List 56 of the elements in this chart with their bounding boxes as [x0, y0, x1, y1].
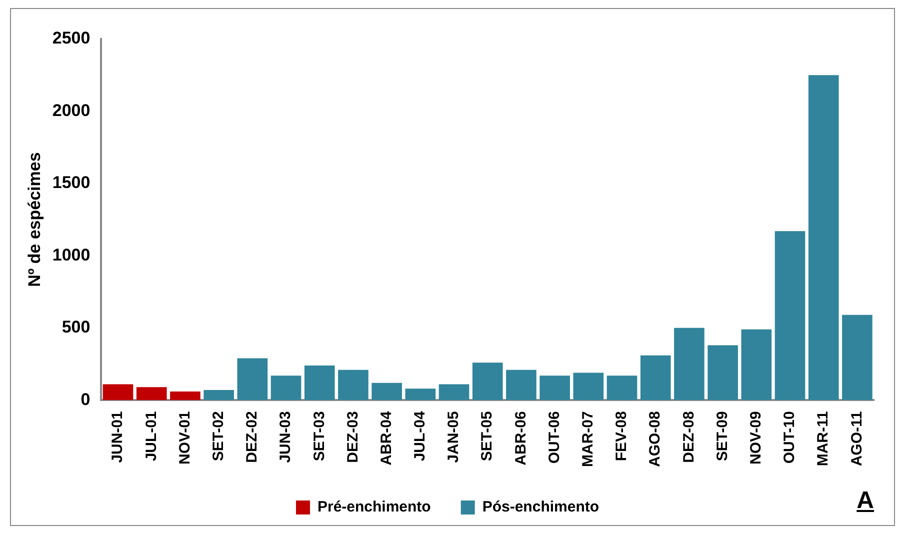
bar	[774, 231, 806, 400]
bar	[338, 370, 368, 400]
y-tick-label: 0	[80, 390, 90, 409]
x-tick-label: DEZ-03	[344, 411, 362, 463]
bar	[606, 376, 638, 400]
y-axis-title: Nº de espécimes	[24, 152, 44, 287]
x-tick-label: ABR-06	[512, 411, 530, 466]
x-tick-label: FEV-08	[613, 411, 630, 462]
bar	[304, 365, 335, 400]
x-tick-label: NOV-09	[748, 411, 765, 465]
y-tick-label: 1000	[52, 245, 90, 264]
x-tick-label: SET-09	[714, 411, 731, 462]
bar	[741, 329, 772, 400]
bar	[204, 390, 234, 400]
x-tick-label: ABR-04	[378, 410, 395, 466]
x-tick-label: AGO-08	[646, 411, 664, 468]
x-tick-label: DEZ-02	[244, 411, 261, 463]
bar	[170, 391, 200, 400]
x-tick-label: JUN-03	[277, 411, 294, 463]
bar	[438, 384, 470, 400]
x-tick-label: JUN-01	[109, 411, 126, 463]
x-tick-label: JUL-04	[412, 410, 429, 462]
y-tick-label: 500	[62, 318, 90, 337]
x-tick-label: DEZ-08	[680, 411, 698, 463]
bar	[372, 382, 402, 400]
bar	[237, 358, 268, 400]
bar	[405, 388, 436, 400]
x-tick-label: NOV-01	[176, 411, 194, 465]
x-tick-label: OUT-06	[546, 411, 563, 464]
bar	[573, 372, 604, 400]
legend-label: Pré-enchimento	[317, 498, 431, 516]
y-tick-label: 2500	[52, 28, 90, 48]
bar	[842, 314, 872, 400]
text: A	[856, 487, 874, 515]
bar	[472, 362, 503, 400]
bar	[674, 328, 704, 400]
legend-label: Pós-enchimento	[482, 498, 600, 516]
x-tick-label: JAN-05	[445, 411, 462, 463]
bar	[640, 355, 671, 400]
bar	[708, 345, 738, 400]
x-tick-label: JUL-01	[142, 411, 160, 462]
bar	[540, 376, 570, 400]
bar	[808, 75, 839, 400]
bar	[506, 370, 536, 400]
x-tick-label: SET-02	[210, 411, 227, 462]
x-tick-label: SET-03	[310, 411, 328, 462]
x-tick-label: SET-05	[478, 411, 496, 462]
x-tick-label: MAR-11	[814, 411, 832, 466]
x-tick-label: AGO-11	[848, 411, 866, 466]
y-tick-label: 1500	[52, 173, 90, 192]
bar	[270, 376, 302, 400]
bar	[136, 387, 167, 400]
bar	[102, 384, 134, 400]
x-tick-label: MAR-07	[580, 411, 597, 467]
x-tick-label: OUT-10	[781, 411, 798, 464]
y-tick-label: 2000	[52, 100, 90, 120]
